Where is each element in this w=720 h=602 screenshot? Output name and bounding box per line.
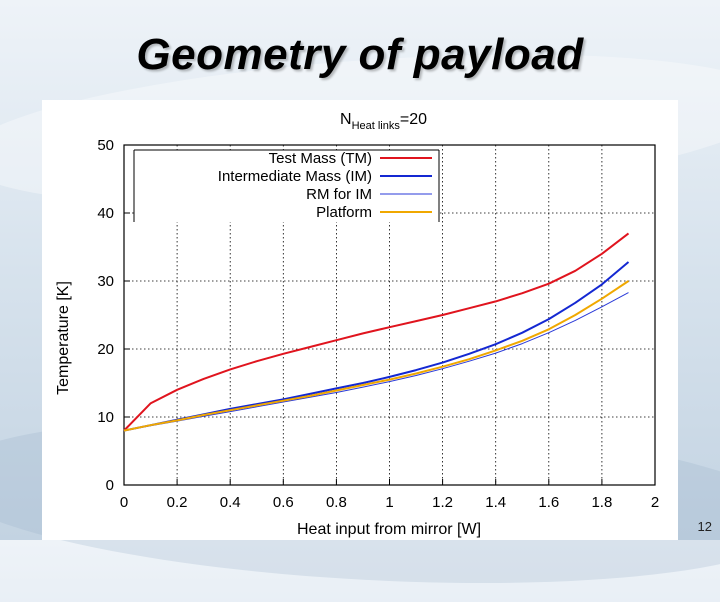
x-tick-label: 0.2: [167, 494, 188, 511]
chart-title-main: N: [340, 111, 352, 128]
x-tick-label: 1.2: [432, 494, 453, 511]
chart-title-rest: =20: [400, 111, 427, 128]
x-tick-label: 0.6: [273, 494, 294, 511]
page-number: 12: [697, 519, 712, 534]
slide-title: Geometry of payload: [136, 30, 584, 79]
legend-label: RM for IM: [306, 186, 372, 203]
chart-panel: 0 0.2 0.4 0.6 0.8 1 1.2 1.4 1.6 1.8 2 0 10 20 30 40 50 T…: [42, 100, 678, 540]
x-tick-label: 0.8: [326, 494, 347, 511]
y-axis-label: Temperature [K]: [55, 281, 72, 395]
y-tick-label: 0: [106, 477, 114, 494]
legend-label: Platform: [316, 204, 372, 221]
legend-background: [134, 150, 439, 222]
x-tick-label: 1.8: [591, 494, 612, 511]
chart-title-subscript: Heat links: [352, 120, 401, 132]
x-tick-label: 0.4: [220, 494, 241, 511]
y-tick-label: 50: [97, 137, 114, 154]
series-line-rm-for-im: [123, 292, 629, 432]
x-tick-label: 2: [651, 494, 659, 511]
series-lines: [123, 232, 630, 432]
legend-label: Intermediate Mass (IM): [218, 168, 372, 185]
y-tick-label: 40: [97, 205, 114, 222]
series-line-platform: [123, 280, 630, 432]
x-axis-label: Heat input from mirror [W]: [297, 521, 481, 538]
y-tick-label: 30: [97, 273, 114, 290]
x-tick-label: 1: [385, 494, 393, 511]
legend-label: Test Mass (TM): [269, 150, 372, 167]
y-tick-label: 10: [97, 409, 114, 426]
series-line-test-mass-tm: [123, 232, 630, 432]
series-line-intermediate-mass-im: [123, 261, 630, 432]
x-tick-label: 0: [120, 494, 128, 511]
x-tick-label: 1.6: [538, 494, 559, 511]
x-tick-label: 1.4: [485, 494, 506, 511]
legend: Test Mass (TM)Intermediate Mass (IM)RM f…: [133, 149, 440, 222]
chart-title: NHeat links=20: [340, 111, 427, 132]
y-tick-label: 20: [97, 341, 114, 358]
